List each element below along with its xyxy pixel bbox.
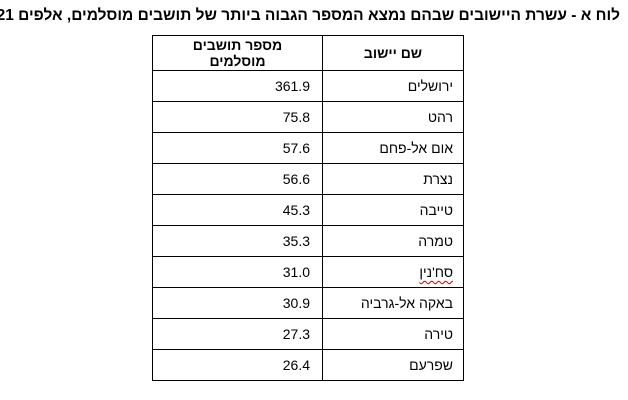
table-row: סח'נין 31.0 xyxy=(152,256,464,288)
population-value-cell: 30.9 xyxy=(152,287,323,319)
settlement-name-cell: שפרעם xyxy=(322,349,464,381)
settlement-name: טייבה xyxy=(419,202,453,218)
table-row: טייבה 45.3 xyxy=(152,194,464,226)
table-row: באקה אל-גרביה 30.9 xyxy=(152,287,464,319)
settlement-name: רהט xyxy=(427,109,453,125)
population-value-cell: 27.3 xyxy=(152,318,323,350)
settlement-name: שפרעם xyxy=(409,357,453,373)
population-value-cell: 35.3 xyxy=(152,225,323,257)
population-value-cell: 56.6 xyxy=(152,163,323,195)
population-value-cell: 45.3 xyxy=(152,194,323,226)
population-value-cell: 31.0 xyxy=(152,256,323,288)
settlement-name-cell: נצרת xyxy=(322,163,464,195)
settlement-name: נצרת xyxy=(423,171,453,187)
settlement-name-cell: טירה xyxy=(322,318,464,350)
settlement-name: טירה xyxy=(424,326,453,342)
population-value-cell: 361.9 xyxy=(152,70,323,102)
muslim-population-table: שם יישוב מספר תושבים מוסלמים ירושלים 361.… xyxy=(152,35,464,381)
settlement-name: ירושלים xyxy=(407,78,453,94)
settlement-name-cell: באקה אל-גרביה xyxy=(322,287,464,319)
population-value-cell: 57.6 xyxy=(152,132,323,164)
table-row: טמרה 35.3 xyxy=(152,225,464,257)
settlement-name: אום אל-פחם xyxy=(379,140,453,156)
population-value-cell: 26.4 xyxy=(152,349,323,381)
table-row: שפרעם 26.4 xyxy=(152,349,464,381)
settlement-name: טמרה xyxy=(418,233,453,249)
settlement-name-cell: טייבה xyxy=(322,194,464,226)
header-row: שם יישוב מספר תושבים מוסלמים xyxy=(152,35,464,71)
settlement-name-cell: רהט xyxy=(322,101,464,133)
settlement-name-cell: אום אל-פחם xyxy=(322,132,464,164)
settlement-name: סח'נין xyxy=(419,264,453,280)
settlement-name-cell: טמרה xyxy=(322,225,464,257)
header-settlement-name: שם יישוב xyxy=(322,35,464,71)
table-row: ירושלים 361.9 xyxy=(152,70,464,102)
table-row: רהט 75.8 xyxy=(152,101,464,133)
settlement-name-cell: סח'נין xyxy=(322,256,464,288)
population-value-cell: 75.8 xyxy=(152,101,323,133)
table-row: טירה 27.3 xyxy=(152,318,464,350)
settlement-name: באקה אל-גרביה xyxy=(360,295,453,311)
table-title: לוח א - עשרת היישובים שבהם נמצא המספר הג… xyxy=(0,7,620,24)
table-row: נצרת 56.6 xyxy=(152,163,464,195)
header-muslim-population: מספר תושבים מוסלמים xyxy=(152,35,323,71)
table-row: אום אל-פחם 57.6 xyxy=(152,132,464,164)
settlement-name-cell: ירושלים xyxy=(322,70,464,102)
